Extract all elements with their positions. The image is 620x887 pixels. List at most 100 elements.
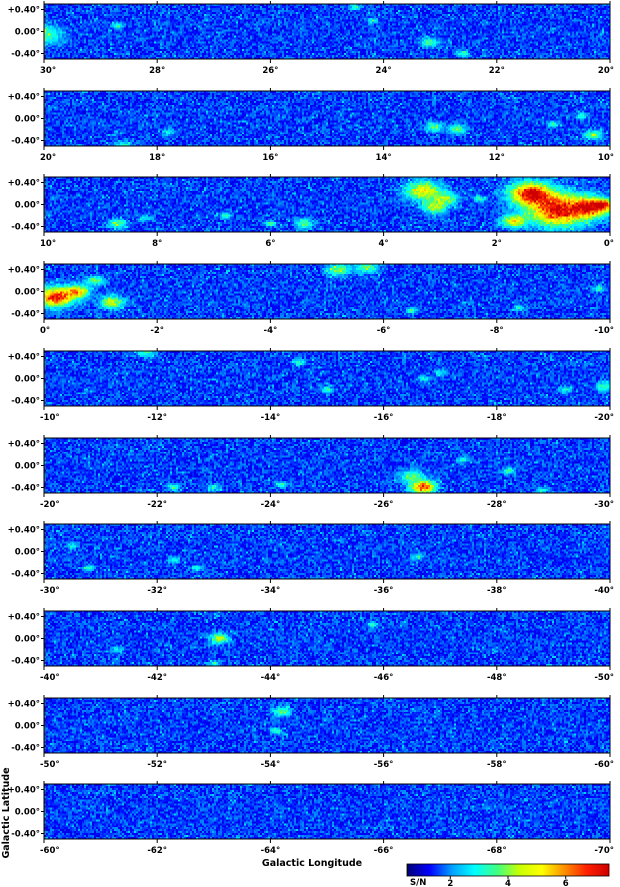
map-panel: 20° 18° 16° 14° 12° 10° +0.40° 0.00° -0.40° — [8, 88, 614, 163]
snr-map-image — [44, 4, 610, 59]
y-tick-label: 0.00° — [15, 462, 40, 472]
map-panel: -30° -32° -34° -36° -38° -40° +0.40° 0.00° -0.40… — [8, 521, 614, 596]
y-tick-label: +0.40° — [8, 526, 40, 536]
x-tick-label: 24° — [376, 66, 392, 76]
x-axis-label: Galactic Longitude — [262, 858, 362, 869]
x-tick-label: -30° — [594, 500, 614, 510]
x-tick-label: -16° — [374, 413, 394, 423]
snr-map-image — [44, 784, 610, 839]
map-panel: -50° -52° -54° -56° -58° -60° +0.40° 0.00° -0.40… — [8, 695, 614, 770]
y-tick-label: -0.40° — [11, 397, 40, 407]
snr-map-image — [44, 698, 610, 753]
snr-map-image — [44, 91, 610, 146]
y-tick-label: +0.40° — [8, 440, 40, 450]
y-tick-label: +0.40° — [8, 6, 40, 16]
map-panel: 10° 8° 6° 4° 2° 0° +0.40° 0.00° -0.40° — [8, 174, 614, 249]
x-tick-label: -56° — [374, 760, 394, 770]
x-tick-label: -8° — [490, 326, 504, 336]
x-tick-label: -30° — [40, 586, 60, 596]
x-tick-label: -58° — [487, 760, 507, 770]
y-tick-label: +0.40° — [8, 353, 40, 363]
x-tick-label: 12° — [489, 153, 505, 163]
x-tick-label: -64° — [261, 846, 281, 856]
x-tick-label: -22° — [147, 500, 167, 510]
x-tick-label: -28° — [487, 500, 507, 510]
y-tick-label: 0.00° — [15, 28, 40, 38]
x-tick-label: 0° — [40, 326, 50, 336]
x-tick-label: -6° — [377, 326, 391, 336]
x-tick-label: -44° — [261, 673, 281, 683]
x-tick-label: 22° — [489, 66, 505, 76]
map-panel: 0° -2° -4° -6° -8° -10° +0.40° 0.00° -0.40° — [8, 261, 614, 336]
colorbar-label: S/N — [410, 878, 426, 887]
x-tick-label: 14° — [376, 153, 392, 163]
y-tick-label: +0.40° — [8, 179, 40, 189]
y-tick-label: 0.00° — [15, 115, 40, 125]
x-tick-label: -52° — [147, 760, 167, 770]
x-tick-label: -54° — [261, 760, 281, 770]
y-tick-label: -0.40° — [11, 570, 40, 580]
snr-map-image — [44, 351, 610, 406]
x-tick-label: 2° — [492, 239, 502, 249]
x-tick-label: 20° — [40, 153, 56, 163]
snr-map-image — [44, 264, 610, 319]
y-tick-label: 0.00° — [15, 722, 40, 732]
colorbar-gradient — [406, 863, 610, 877]
y-tick-label: 0.00° — [15, 288, 40, 298]
x-tick-label: 30° — [40, 66, 56, 76]
x-tick-label: -14° — [261, 413, 281, 423]
y-tick-label: 0.00° — [15, 635, 40, 645]
x-tick-label: -40° — [40, 673, 60, 683]
y-tick-label: 0.00° — [15, 808, 40, 818]
x-tick-label: -36° — [374, 586, 394, 596]
y-tick-label: -0.40° — [11, 223, 40, 233]
x-tick-label: -20° — [594, 413, 614, 423]
colorbar-tick-label: 6 — [563, 879, 569, 887]
y-axis-label: Galactic Latitude — [1, 767, 12, 858]
colorbar-tick-label: 2 — [447, 879, 453, 887]
x-tick-label: -12° — [147, 413, 167, 423]
colorbar: S/N 2 4 6 — [406, 863, 610, 887]
y-tick-label: 0.00° — [15, 548, 40, 558]
x-tick-label: 8° — [152, 239, 162, 249]
map-panel: -40° -42° -44° -46° -48° -50° +0.40° 0.00° -0.40… — [8, 608, 614, 683]
y-tick-label: +0.40° — [8, 700, 40, 710]
x-tick-label: -32° — [147, 586, 167, 596]
y-tick-label: 0.00° — [15, 201, 40, 211]
x-tick-label: -48° — [487, 673, 507, 683]
x-tick-label: 18° — [149, 153, 165, 163]
y-tick-label: +0.40° — [8, 266, 40, 276]
map-panel: -20° -22° -24° -26° -28° -30° +0.40° 0.00° -0.40… — [8, 435, 614, 510]
y-tick-label: -0.40° — [11, 744, 40, 754]
y-tick-label: +0.40° — [8, 613, 40, 623]
y-tick-label: -0.40° — [11, 50, 40, 60]
x-tick-label: -68° — [487, 846, 507, 856]
map-panel: -60° -62° -64° -66° -68° -70° +0.40° 0.00° -0.40… — [8, 781, 614, 856]
y-tick-label: -0.40° — [11, 657, 40, 667]
x-tick-label: -62° — [147, 846, 167, 856]
x-tick-label: -46° — [374, 673, 394, 683]
x-tick-label: -40° — [594, 586, 614, 596]
colorbar-tick-label: 4 — [505, 879, 511, 887]
x-tick-label: -66° — [374, 846, 394, 856]
snr-map-image — [44, 177, 610, 232]
x-tick-label: -10° — [594, 326, 614, 336]
x-tick-label: -34° — [261, 586, 281, 596]
map-panel: 30° 28° 26° 24° 22° 20° +0.40° 0.00° -0.40° — [8, 1, 614, 76]
y-tick-label: -0.40° — [11, 310, 40, 320]
snr-map-image — [44, 524, 610, 579]
x-tick-label: 0° — [604, 239, 614, 249]
x-tick-label: 10° — [40, 239, 56, 249]
x-tick-label: 4° — [379, 239, 389, 249]
x-tick-label: 6° — [265, 239, 275, 249]
x-tick-label: -42° — [147, 673, 167, 683]
x-tick-label: 10° — [598, 153, 614, 163]
x-tick-label: 16° — [262, 153, 278, 163]
map-panel: -10° -12° -14° -16° -18° -20° +0.40° 0.00° -0.40… — [8, 348, 614, 423]
x-tick-label: 28° — [149, 66, 165, 76]
x-tick-label: -26° — [374, 500, 394, 510]
y-tick-label: 0.00° — [15, 375, 40, 385]
x-tick-label: -60° — [40, 846, 60, 856]
x-tick-label: -24° — [261, 500, 281, 510]
x-tick-label: -60° — [594, 760, 614, 770]
